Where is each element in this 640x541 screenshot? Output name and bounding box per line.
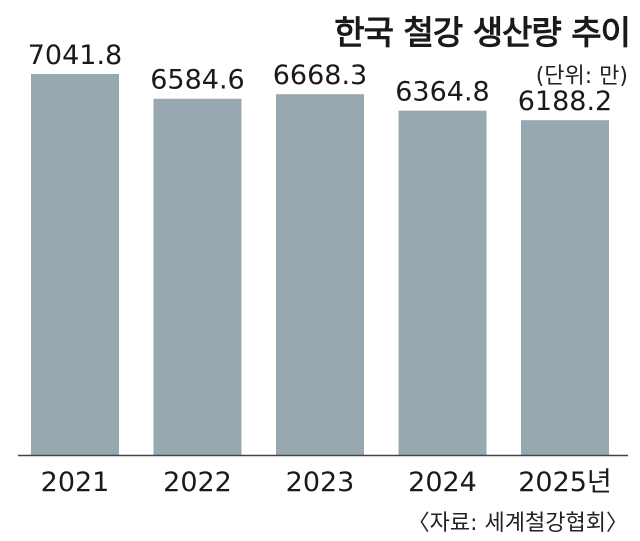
chart-title: 한국 철강 생산량 추이 (334, 13, 631, 52)
bar (153, 98, 242, 455)
x-tick-label: 2025년 (518, 467, 612, 498)
x-tick-label: 2023 (286, 467, 355, 498)
bar (521, 120, 609, 455)
value-label: 7041.8 (28, 40, 122, 71)
x-tick-label: 2024 (408, 467, 477, 498)
x-tick-label: 2022 (163, 467, 232, 498)
value-label: 6364.8 (395, 77, 489, 108)
bar (398, 110, 487, 456)
value-label: 6668.3 (273, 60, 367, 91)
source-label: 〈자료: 세계철강협회〉 (407, 511, 628, 536)
x-tick-label: 2021 (41, 467, 110, 498)
bar (31, 74, 119, 455)
value-label: 6584.6 (150, 65, 244, 96)
bar (276, 94, 364, 455)
unit-label: (단위: 만) (535, 64, 628, 89)
value-label: 6188.2 (518, 86, 612, 117)
